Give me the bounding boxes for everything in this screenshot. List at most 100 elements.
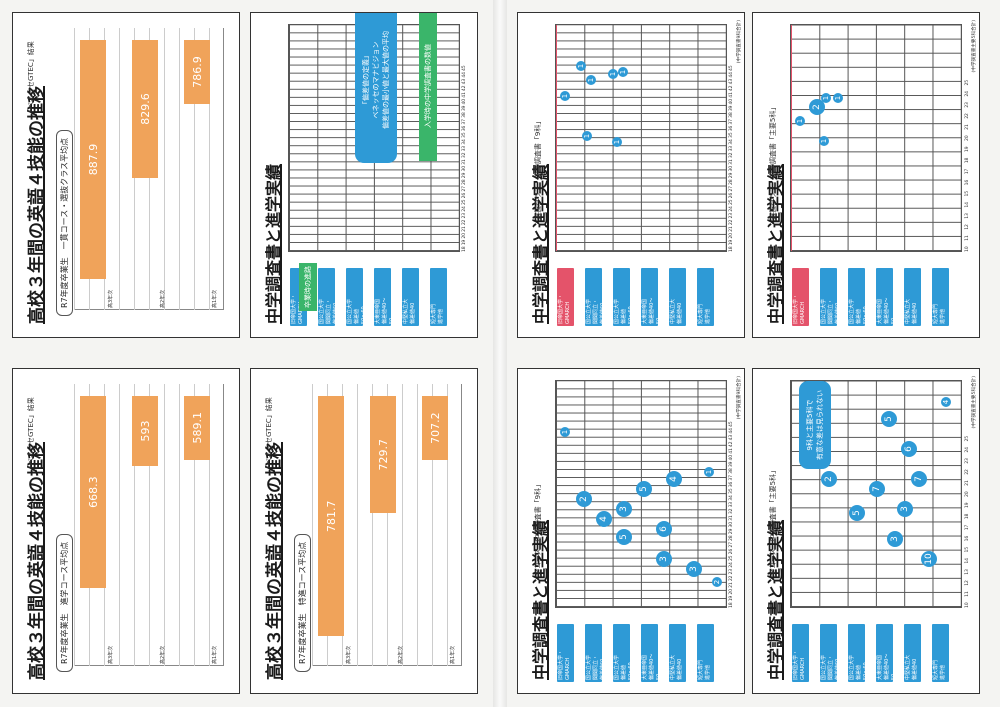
x-axis-labels: 18 19 20 21 22 23 24 25 26 27 28 29 30 3…: [462, 65, 467, 253]
bar-y1: 589.1: [184, 396, 210, 460]
slide-survey-all5: 中学調査書と進学実績 全コース 中学調査書「主要5科」 旧帝国大学・ GMARC…: [752, 368, 980, 694]
data-point: 4: [941, 397, 951, 407]
bar-label: 高1年次: [450, 645, 456, 664]
row-3: 国公立大学 偏差値 50～60: [613, 624, 634, 682]
scatter-grid: 1 2 1 1 1: [790, 24, 962, 252]
data-point: 3: [897, 501, 913, 517]
row-3: 国公立大学 偏差値 50～60: [848, 624, 869, 682]
bar-y3: 668.3: [80, 396, 106, 589]
bar-value: 589.1: [191, 412, 204, 444]
bar-label: 高3年次: [346, 645, 352, 664]
x-axis-note: (中学調査書9科合計): [737, 20, 742, 64]
data-point: 1: [582, 131, 592, 141]
row-0: 短大専門 進学他: [697, 268, 714, 326]
definition-callout: 「偏差値の定義」 ベネッセのマナビジョン 偏差値の最小値と最大値の平均: [355, 13, 397, 163]
scatter-grid: 卒業時の進路 入学時の中学調査書の数値 「偏差値の定義」 ベネッセのマナビジョン…: [288, 13, 460, 311]
row-2: 大東亜帝国 偏差値40～ 50: [876, 268, 897, 326]
x-axis-labels: 18 19 20 21 22 23 24 25 26 27 28 29 30 3…: [729, 421, 734, 609]
row-2: 大東亜帝国 偏差値40～ 50: [374, 268, 395, 326]
course-label: R7年度卒業生 一貫コース・選抜クラス平均点: [56, 129, 73, 316]
course-label: R7年度卒業生 特進コース平均点: [294, 533, 311, 672]
bar-chart: 707.2 高1年次 729.7 高2年次 781.7 高3年次: [312, 384, 462, 666]
row-5: 旧帝国大学・ GMARCH: [557, 624, 574, 682]
data-point: 5: [636, 481, 652, 497]
bar-value: 786.9: [191, 56, 204, 88]
slide-survey-sel9: 中学調査書と進学実績 選抜クラス 中学調査書「9科」 旧帝国大学・ GMARCH…: [517, 12, 745, 338]
row-4: 国公立大学 関関同立・ 偏差値60: [820, 268, 841, 326]
bar-value: 707.2: [429, 412, 442, 444]
data-point: 1: [612, 137, 622, 147]
data-point: 3: [616, 501, 632, 517]
row-5: 旧帝国大学・ GMARCH: [792, 268, 809, 326]
bar-label: 高3年次: [108, 645, 114, 664]
bar-y2: 729.7: [370, 396, 396, 514]
data-point: 1: [586, 75, 596, 85]
bar-value: 668.3: [87, 476, 100, 508]
bar-label: 高3年次: [108, 289, 114, 308]
row-2: 大東亜帝国 偏差値40～ 50: [876, 624, 897, 682]
legend: 選抜クラス 中学調査書「主要5科」: [769, 103, 777, 220]
data-point: 4: [666, 471, 682, 487]
slide-title: 高校３年間の英語４技能の推移: [27, 442, 47, 680]
bar-label: 高1年次: [212, 289, 218, 308]
data-point: 1: [576, 61, 586, 71]
row-0: 短大専門 進学他: [430, 268, 447, 326]
data-point: 1: [704, 467, 714, 477]
slide-title: 高校３年間の英語４技能の推移: [27, 86, 47, 324]
scatter-grid: 1 2 4 5 3 5 3 6 4 3 2 1: [555, 380, 727, 608]
bar-value: 781.7: [325, 500, 338, 532]
bar-value: 887.9: [87, 143, 100, 176]
row-4: 国公立大学 関関同立・ 偏差値60: [820, 624, 841, 682]
bar-value: 829.6: [139, 93, 152, 125]
data-point: 1: [560, 427, 570, 437]
row-0: 短大専門 進学他: [932, 268, 949, 326]
row-1: 中堅私立大 偏差値40: [904, 624, 921, 682]
data-point: 7: [911, 471, 927, 487]
finding-callout: 9科と主要5科で 有意な差は見られない: [799, 381, 831, 469]
data-point: 3: [686, 561, 702, 577]
legend: 全コース 中学調査書「9科」: [534, 480, 542, 576]
bar-chart: 589.1 高1年次 593 高2年次 668.3 高3年次: [74, 384, 224, 666]
slide-gtec-selective: 高校３年間の英語４技能の推移 「ベネッセGTEC」結果 R7年度卒業生 一貫コー…: [12, 12, 240, 338]
legend: 全コース 中学調査書「主要5科」: [769, 466, 777, 576]
left-arrow: 卒業時の進路: [299, 263, 317, 311]
slide-gtec-tokushin: 高校３年間の英語４技能の推移 「ベネッセGTEC」結果 R7年度卒業生 特進コー…: [250, 368, 478, 694]
bar-y2: 829.6: [132, 40, 158, 178]
row-3: 国公立大学 偏差値 50～60: [613, 268, 634, 326]
row-1: 中堅私立大 偏差値40: [904, 268, 921, 326]
slide-survey-all9: 中学調査書と進学実績 全コース 中学調査書「9科」 旧帝国大学・ GMARCH …: [517, 368, 745, 694]
data-point: 1: [618, 67, 628, 77]
scatter-grid: 9科と主要5科で 有意な差は見られない 2 5 7 3 3 7 10 6 5 4: [790, 380, 962, 608]
row-0: 短大専門 進学他: [697, 624, 714, 682]
bar-label: 高2年次: [160, 645, 166, 664]
bar-y1: 786.9: [184, 40, 210, 104]
data-point: 1: [560, 91, 570, 101]
data-point: 4: [596, 511, 612, 527]
bar-y2: 593: [132, 396, 158, 466]
row-2: 大東亜帝国 偏差値40～ 50: [641, 268, 662, 326]
bar-label: 高2年次: [398, 645, 404, 664]
slide-survey-intro: 中学調査書と進学実績 旧帝国大学・ GMARCH 国公立大学 関関同立・ 偏差値…: [250, 12, 478, 338]
data-point: 6: [901, 441, 917, 457]
data-point: 2: [821, 471, 837, 487]
row-0: 短大専門 進学他: [932, 624, 949, 682]
x-axis-labels: 18 19 20 21 22 23 24 25 26 27 28 29 30 3…: [729, 65, 734, 253]
bar-label: 高2年次: [160, 289, 166, 308]
scatter-grid: 1 1 1 1 1 1 1: [555, 24, 727, 252]
data-point: 1: [833, 93, 843, 103]
slide-gtec-shingaku: 高校３年間の英語４技能の推移 「ベネッセGTEC」結果 R7年度卒業生 進学コー…: [12, 368, 240, 694]
bar-value: 593: [139, 420, 152, 442]
gtec-source: 「ベネッセGTEC」結果: [27, 41, 35, 116]
x-axis-note: (中学調査書9科合計): [737, 376, 742, 420]
slide-title: 中学調査書と進学実績: [264, 163, 283, 324]
up-arrow: 入学時の中学調査書の数値: [419, 13, 437, 161]
course-label: R7年度卒業生 進学コース平均点: [56, 533, 73, 672]
row-3: 国公立大学 偏差値 50～60: [848, 268, 869, 326]
data-point: 3: [656, 551, 672, 567]
data-point: 7: [869, 481, 885, 497]
data-point: 2: [712, 577, 722, 587]
gtec-source: 「ベネッセGTEC」結果: [27, 397, 35, 472]
data-point: 5: [849, 505, 865, 521]
x-axis-labels-5: 10 11 12 13 14 15 16 17 18 19 20 21 22 2…: [965, 80, 970, 252]
data-point: 1: [608, 69, 618, 79]
